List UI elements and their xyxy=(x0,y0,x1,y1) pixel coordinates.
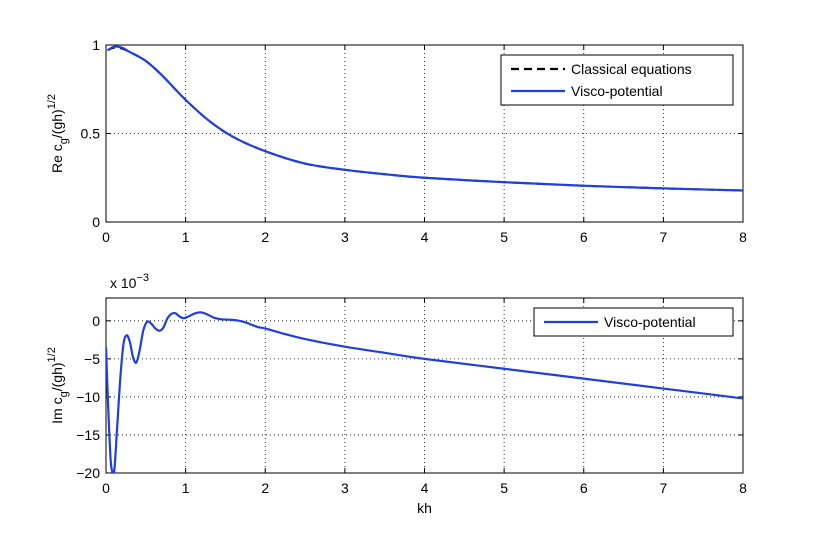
top-legend-label-1: Visco-potential xyxy=(571,83,663,99)
bottom-x-tick-label: 5 xyxy=(500,480,508,496)
top-x-tick-label: 3 xyxy=(341,229,349,245)
bottom-y-tick-label: 0 xyxy=(92,313,100,329)
top-x-tick-label: 1 xyxy=(182,229,190,245)
top-panel: 0 1 2 3 4 5 6 7 8 0 0.5 1 Classical equations Visco-p… xyxy=(46,37,747,245)
top-x-tick-label: 6 xyxy=(580,229,588,245)
bottom-exponent-label: x 10−3 xyxy=(110,272,149,291)
bottom-legend-label-0: Visco-potential xyxy=(604,314,696,330)
bottom-x-tick-label: 2 xyxy=(261,480,269,496)
bottom-x-tick-label: 6 xyxy=(580,480,588,496)
bottom-y-axis-label: Im cg/(gh)1/2 xyxy=(46,347,70,424)
top-series-1-line xyxy=(107,45,743,192)
bottom-y-tick-label: −15 xyxy=(76,427,100,443)
top-x-tick-label: 5 xyxy=(500,229,508,245)
bottom-x-tick-label: 8 xyxy=(739,480,747,496)
bottom-x-tick-label: 0 xyxy=(102,480,110,496)
top-legend-box xyxy=(500,54,734,106)
top-x-tick-label: 4 xyxy=(421,229,429,245)
top-y-tick-label: 0.5 xyxy=(81,126,101,142)
top-legend-label-0: Classical equations xyxy=(571,61,692,77)
bottom-y-tick-label: −20 xyxy=(76,465,100,481)
top-x-tick-label: 2 xyxy=(261,229,269,245)
bottom-x-tick-label: 4 xyxy=(421,480,429,496)
top-axes-box xyxy=(105,44,744,223)
bottom-y-tick-label: −10 xyxy=(76,389,100,405)
top-y-axis-label: Re cg/(gh)1/2 xyxy=(46,94,70,173)
top-y-tick-label: 1 xyxy=(92,37,100,53)
bottom-panel: 0 1 2 3 4 5 6 7 8 −20 −15 −10 −5 0 Visco-potential Im c… xyxy=(46,272,747,516)
bottom-x-tick-label: 1 xyxy=(182,480,190,496)
bottom-x-axis-label: kh xyxy=(417,500,432,516)
top-y-tick-label: 0 xyxy=(92,214,100,230)
bottom-x-tick-label: 7 xyxy=(659,480,667,496)
top-x-tick-label: 7 xyxy=(659,229,667,245)
bottom-legend: Visco-potential xyxy=(533,307,734,337)
bottom-y-tick-label: −5 xyxy=(84,351,100,367)
bottom-x-tick-label: 3 xyxy=(341,480,349,496)
top-legend: Classical equations Visco-potential xyxy=(500,54,734,106)
top-x-tick-label: 0 xyxy=(102,229,110,245)
bottom-axes-box xyxy=(105,297,744,474)
bottom-series-0-line xyxy=(106,311,743,473)
top-x-tick-label: 8 xyxy=(739,229,747,245)
